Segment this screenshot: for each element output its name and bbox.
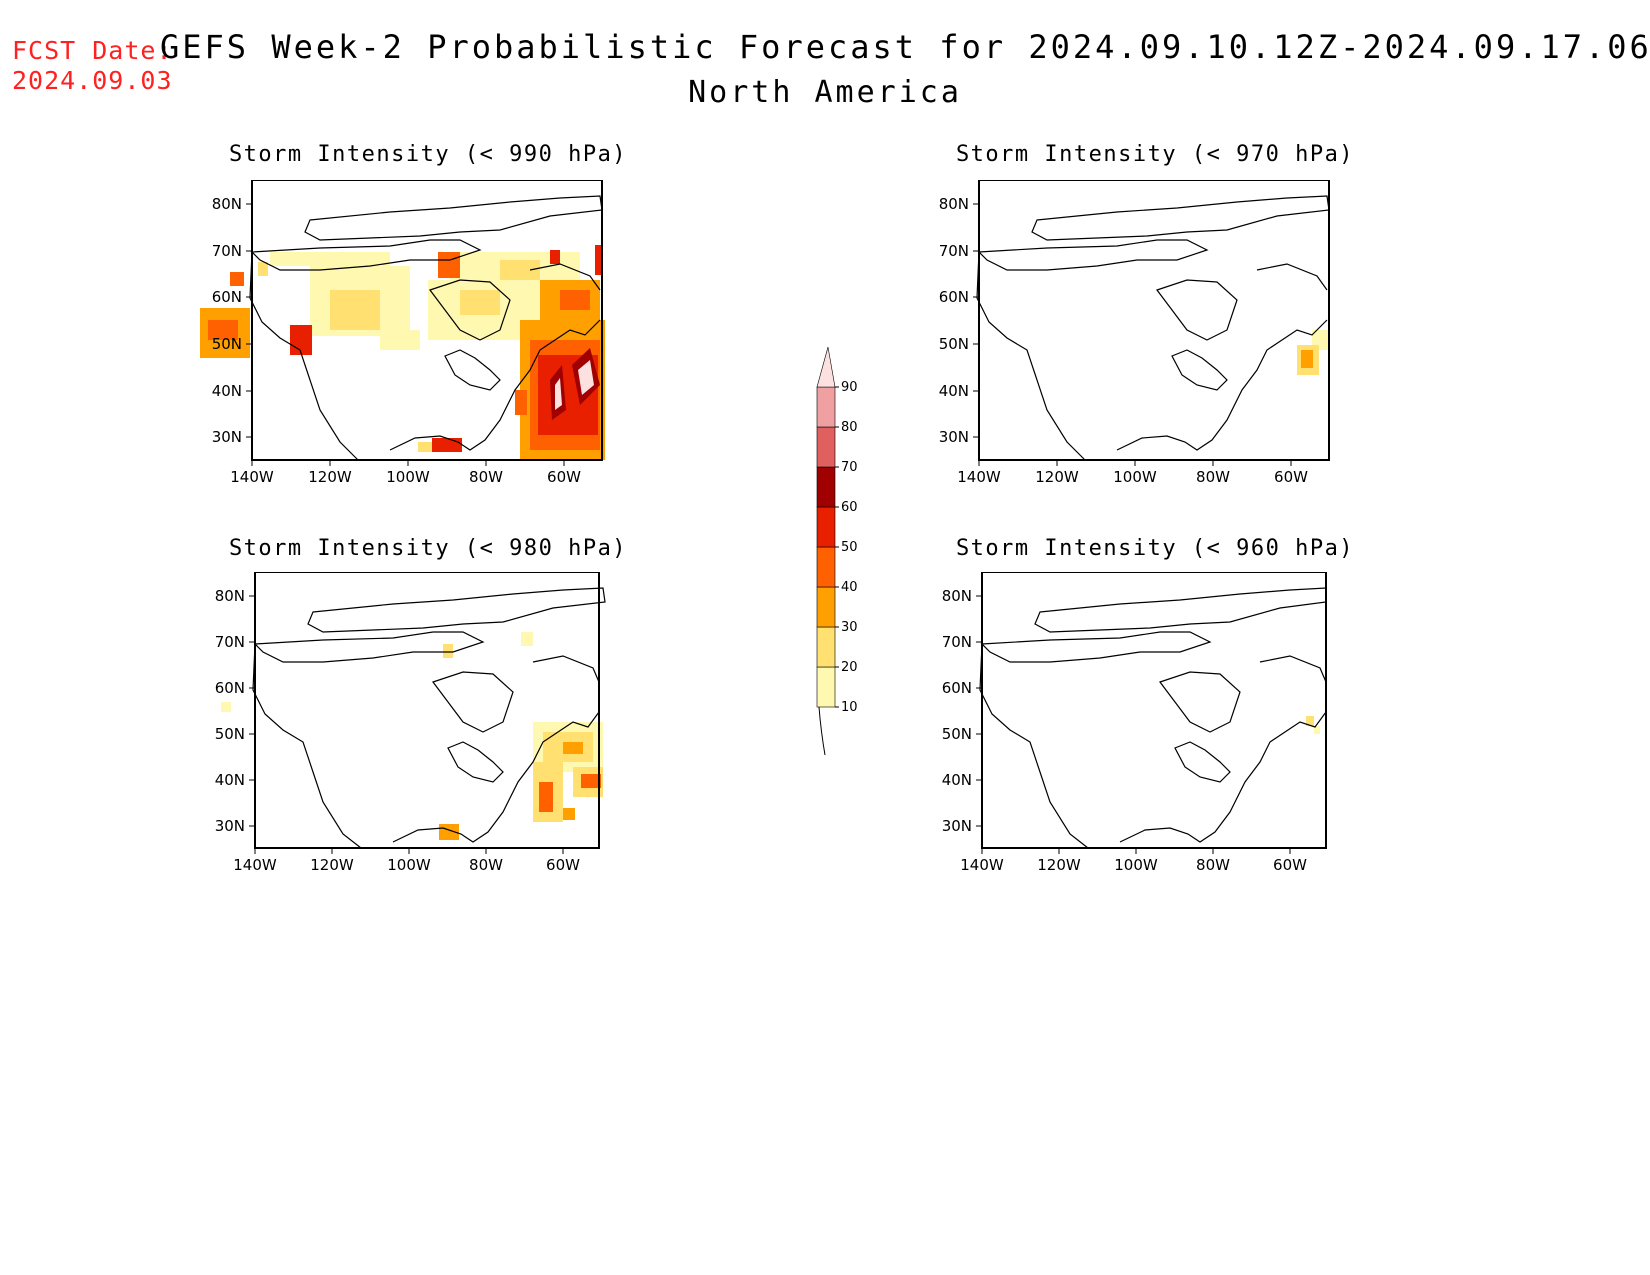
lon-axis-990: 140W 120W 100W 80W 60W [230, 460, 581, 486]
colorbar-box [816, 546, 836, 588]
svg-text:80W: 80W [1196, 468, 1230, 486]
colorbar-label: 90 [841, 380, 858, 395]
svg-text:40N: 40N [215, 771, 245, 789]
fcst-date-value: 2024.09.03 [12, 66, 173, 95]
svg-text:140W: 140W [957, 468, 1001, 486]
svg-text:100W: 100W [1114, 856, 1158, 874]
colorbar: 10 20 30 40 50 60 70 80 90 [816, 346, 858, 755]
svg-text:80N: 80N [939, 195, 969, 213]
panel-title-970: Storm Intensity (< 970 hPa) [955, 142, 1355, 167]
panel-title-980: Storm Intensity (< 980 hPa) [228, 536, 628, 561]
lon-axis-970: 140W 120W 100W 80W 60W [957, 460, 1308, 486]
svg-text:60N: 60N [942, 679, 972, 697]
lon-axis-980: 140W 120W 100W 80W 60W [233, 848, 580, 874]
colorbar-box [816, 666, 836, 708]
svg-text:100W: 100W [1113, 468, 1157, 486]
lat-axis-980: 80N 70N 60N 50N 40N 30N [215, 587, 255, 835]
lat-axis-970: 80N 70N 60N 50N 40N 30N [939, 195, 979, 446]
svg-text:80W: 80W [1196, 856, 1230, 874]
svg-text:60N: 60N [215, 679, 245, 697]
colorbar-box [816, 506, 836, 548]
lon-axis-960: 140W 120W 100W 80W 60W [960, 848, 1307, 874]
colorbar-box [816, 466, 836, 508]
map-frame-960 [981, 572, 1327, 849]
svg-text:50N: 50N [212, 335, 242, 353]
svg-text:140W: 140W [230, 468, 274, 486]
svg-text:80N: 80N [942, 587, 972, 605]
fcst-date-caption: FCST Date: [12, 36, 173, 65]
probability-shading-980 [221, 632, 603, 840]
svg-text:60N: 60N [212, 288, 242, 306]
svg-text:80N: 80N [212, 195, 242, 213]
panel-title-990: Storm Intensity (< 990 hPa) [228, 142, 628, 167]
map-frame-970 [978, 180, 1330, 461]
map-panel-990: 80N 70N 60N 50N 40N 30N 140W 120W 100W 8… [200, 180, 605, 486]
colorbar-label: 60 [841, 500, 858, 515]
probability-shading-970 [1297, 330, 1330, 375]
svg-text:30N: 30N [212, 428, 242, 446]
svg-text:60W: 60W [546, 856, 580, 874]
colorbar-label: 40 [841, 580, 858, 595]
svg-text:50N: 50N [939, 335, 969, 353]
svg-text:80W: 80W [469, 856, 503, 874]
map-panel-970: 80N 70N 60N 50N 40N 30N 140W 120W 100W 8… [939, 180, 1330, 486]
svg-text:30N: 30N [942, 817, 972, 835]
svg-text:80N: 80N [215, 587, 245, 605]
coastlines-970 [976, 195, 1330, 461]
svg-text:60W: 60W [1273, 856, 1307, 874]
svg-text:40N: 40N [212, 382, 242, 400]
colorbar-box [816, 426, 836, 468]
svg-text:120W: 120W [1037, 856, 1081, 874]
lat-axis-990: 80N 70N 60N 50N 40N 30N [212, 195, 252, 446]
colorbar-label: 70 [841, 460, 858, 475]
panel-title-960: Storm Intensity (< 960 hPa) [955, 536, 1355, 561]
map-frame-990 [251, 180, 603, 461]
colorbar-label: 20 [841, 660, 858, 675]
colorbar-tail [818, 706, 826, 755]
svg-text:70N: 70N [939, 242, 969, 260]
svg-text:40N: 40N [942, 771, 972, 789]
colorbar-label: 30 [841, 620, 858, 635]
svg-text:80W: 80W [469, 468, 503, 486]
colorbar-boxes [816, 346, 836, 755]
svg-text:100W: 100W [386, 468, 430, 486]
svg-text:140W: 140W [960, 856, 1004, 874]
colorbar-box [816, 586, 836, 628]
svg-text:30N: 30N [215, 817, 245, 835]
colorbar-label: 10 [841, 700, 858, 715]
colorbar-box [816, 386, 836, 428]
coastlines-980 [252, 587, 606, 849]
svg-text:120W: 120W [308, 468, 352, 486]
coastlines-990 [249, 195, 603, 461]
svg-text:100W: 100W [387, 856, 431, 874]
svg-text:140W: 140W [233, 856, 277, 874]
svg-text:120W: 120W [1035, 468, 1079, 486]
colorbar-label: 80 [841, 420, 858, 435]
colorbar-label: 50 [841, 540, 858, 555]
svg-text:60W: 60W [1274, 468, 1308, 486]
svg-text:70N: 70N [942, 633, 972, 651]
colorbar-box [816, 626, 836, 668]
lat-axis-960: 80N 70N 60N 50N 40N 30N [942, 587, 982, 835]
svg-text:40N: 40N [939, 382, 969, 400]
map-panel-960: 80N 70N 60N 50N 40N 30N 140W 120W 100W 8… [942, 572, 1327, 874]
colorbar-box [816, 346, 836, 388]
coastlines-960 [979, 587, 1327, 849]
svg-text:60N: 60N [939, 288, 969, 306]
svg-text:30N: 30N [939, 428, 969, 446]
svg-text:50N: 50N [215, 725, 245, 743]
map-panel-980: 80N 70N 60N 50N 40N 30N 140W 120W 100W 8… [215, 572, 606, 874]
svg-text:50N: 50N [942, 725, 972, 743]
page-subtitle: North America [688, 75, 962, 110]
forecast-date-label: FCST Date: 2024.09.03 [12, 36, 173, 96]
probability-shading-990 [200, 245, 605, 460]
svg-text:60W: 60W [547, 468, 581, 486]
map-frame-980 [254, 572, 600, 849]
probability-shading-960 [1306, 716, 1320, 734]
page-title: GEFS Week-2 Probabilistic Forecast for 2… [160, 28, 1650, 66]
svg-text:70N: 70N [215, 633, 245, 651]
colorbar-labels: 10 20 30 40 50 60 70 80 90 [835, 380, 858, 715]
svg-text:120W: 120W [310, 856, 354, 874]
svg-text:70N: 70N [212, 242, 242, 260]
